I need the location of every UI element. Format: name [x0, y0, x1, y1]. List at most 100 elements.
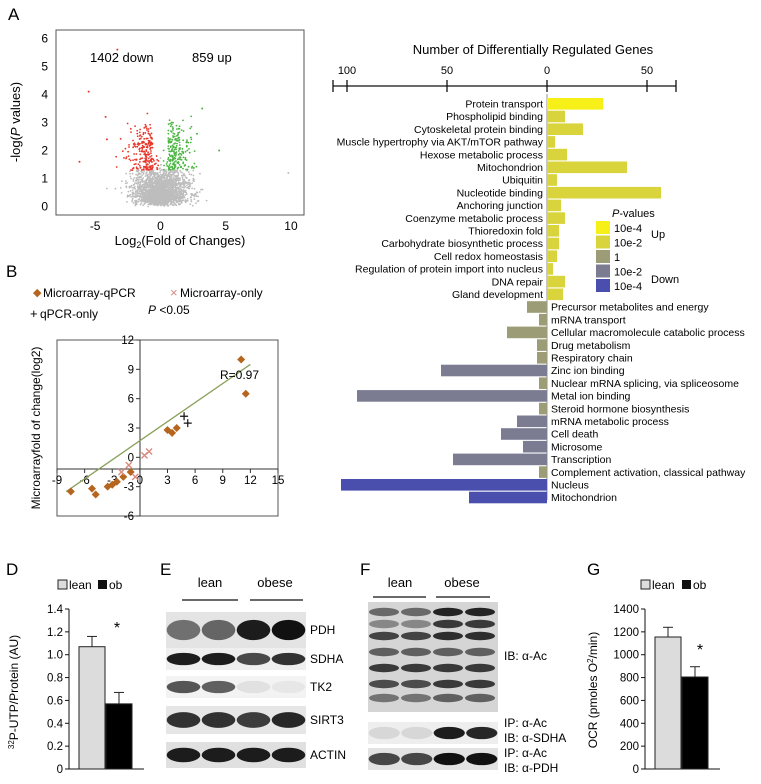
volcano-point	[178, 179, 181, 182]
volcano-point	[157, 194, 160, 196]
volcano-point	[183, 195, 186, 198]
volcano-point	[167, 191, 170, 194]
g-y-ticks: 0 200 400 600 800 1000 1200 1400	[613, 604, 645, 776]
volcano-point	[193, 178, 195, 181]
volcano-point	[193, 162, 196, 165]
volcano-point	[142, 192, 144, 195]
volcano-point	[145, 137, 148, 140]
volcano-point	[185, 159, 188, 162]
volcano-point	[144, 152, 147, 154]
volcano-point	[173, 148, 176, 151]
go-category-label: Gland development	[452, 289, 543, 301]
volcano-point	[137, 200, 140, 203]
volcano-point	[139, 193, 142, 195]
volcano-point	[173, 181, 176, 184]
volcano-point	[163, 177, 166, 179]
volcano-point	[167, 197, 170, 200]
volcano-point	[140, 189, 142, 192]
volcano-point	[115, 166, 118, 168]
volcano-point	[163, 191, 166, 194]
volcano-point	[131, 197, 134, 200]
volcano-point	[146, 137, 149, 140]
volcano-point	[163, 186, 166, 188]
volcano-point	[157, 160, 160, 162]
volcano-point	[140, 146, 143, 149]
go-bar	[547, 98, 603, 110]
volcano-point	[128, 158, 131, 161]
volcano-point	[185, 182, 188, 185]
volcano-point	[135, 193, 137, 196]
western-blot-f: lean obese IB: α-Ac IP: α-Ac IB: α-SDHA …	[368, 575, 566, 775]
volcano-point	[160, 181, 163, 184]
blot-e-sirt3: SIRT3	[166, 706, 344, 734]
blot-band	[236, 619, 271, 641]
scatter-y-tick-label: -6	[124, 511, 134, 523]
volcano-point	[143, 153, 146, 156]
volcano-point	[137, 172, 140, 175]
d-y-ticks: 0 0.2 0.4 0.6 0.8 1.0 1.2 1.4	[47, 604, 69, 776]
blot-e-lean-label: lean	[198, 575, 223, 590]
volcano-point	[125, 172, 128, 175]
legend-ob-swatch-d	[98, 580, 107, 589]
volcano-point	[185, 191, 188, 194]
scatter-point-microarray-qpcr	[172, 424, 181, 432]
volcano-point	[161, 196, 164, 199]
volcano-point	[171, 173, 174, 176]
volcano-point	[165, 201, 168, 203]
volcano-point	[147, 128, 150, 130]
scatter-legend: ◆ Microarray-qPCR × Microarray-only + qP…	[30, 285, 263, 321]
volcano-point	[178, 182, 181, 184]
blot-f-pdh-strip	[368, 748, 498, 770]
volcano-point	[129, 190, 132, 192]
volcano-point	[146, 146, 149, 149]
volcano-point	[147, 132, 150, 135]
go-category-label: Steroid hormone biosynthesis	[551, 403, 689, 415]
volcano-point	[170, 187, 173, 190]
scatter-points	[66, 355, 250, 499]
volcano-point	[164, 178, 166, 181]
legend-lean-d: lean	[69, 578, 92, 592]
volcano-point	[104, 115, 107, 118]
volcano-point	[168, 164, 171, 167]
go-bar	[547, 237, 559, 250]
volcano-point	[182, 156, 185, 159]
volcano-point	[177, 187, 180, 190]
bar-y-tick-label: 1400	[613, 604, 639, 616]
volcano-point	[179, 191, 182, 194]
volcano-point	[141, 148, 144, 150]
volcano-point	[159, 204, 162, 207]
volcano-point	[135, 173, 138, 176]
volcano-point	[179, 187, 182, 190]
volcano-point	[167, 158, 170, 161]
volcano-point	[146, 181, 149, 184]
blot-e-sdha: SDHA	[166, 648, 343, 670]
bar-ob	[105, 703, 133, 770]
volcano-point	[162, 169, 165, 172]
volcano-point	[193, 150, 196, 152]
volcano-point	[195, 165, 198, 168]
blot-f-ip-ac-2: IP: α-Ac	[504, 746, 547, 760]
volcano-point	[139, 166, 142, 169]
blot-band	[369, 619, 399, 629]
volcano-point	[130, 169, 132, 171]
volcano-point	[182, 151, 185, 154]
volcano-point	[131, 189, 134, 192]
blot-band	[433, 619, 463, 629]
volcano-point	[181, 147, 184, 150]
volcano-point	[131, 169, 134, 172]
volcano-point	[147, 166, 149, 168]
pvalue-legend-swatch	[596, 221, 610, 234]
volcano-point	[201, 107, 204, 110]
volcano-point	[149, 152, 152, 155]
legend-plus-icon: +	[30, 306, 38, 321]
volcano-point	[183, 174, 186, 177]
volcano-point	[186, 197, 189, 200]
volcano-point	[157, 164, 160, 167]
volcano-point	[186, 199, 189, 202]
pvalue-legend-label: 10e-4	[614, 223, 642, 235]
volcano-point	[173, 170, 176, 173]
blot-strip-background	[368, 748, 498, 770]
volcano-y-tick-label: 4	[41, 87, 48, 101]
scatter-point-qpcr-only	[183, 419, 192, 428]
volcano-point	[133, 163, 136, 166]
